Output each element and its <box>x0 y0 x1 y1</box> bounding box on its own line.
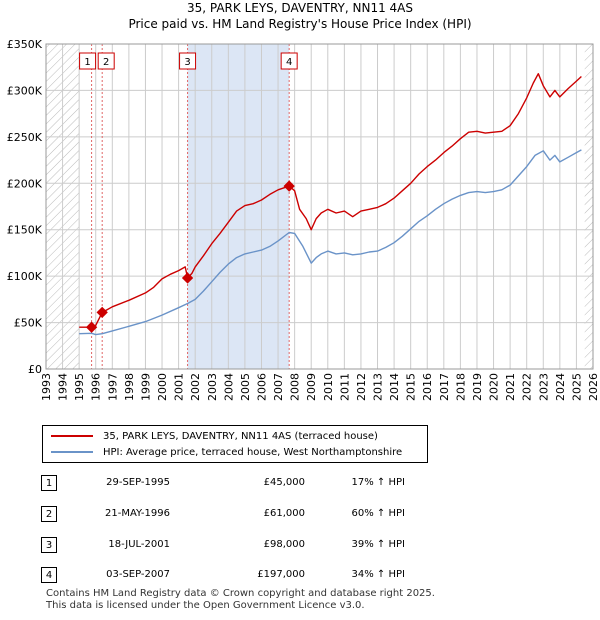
sale-label: 4 <box>286 57 292 68</box>
x-tick-label: 2002 <box>189 373 202 401</box>
sale-label: 2 <box>103 57 109 68</box>
plot-frame <box>45 43 594 370</box>
transaction-hpi: 39% ↑ HPI <box>351 539 405 550</box>
legend-swatch-property <box>51 435 93 437</box>
sale-point <box>96 306 108 319</box>
x-tick-label: 2009 <box>305 373 318 401</box>
transaction-date: 21-MAY-1996 <box>104 508 170 519</box>
sale-label: 3 <box>184 57 190 68</box>
x-tick-label: 2003 <box>206 373 219 401</box>
transaction-date: 18-JUL-2001 <box>108 539 170 550</box>
x-tick-label: 2011 <box>338 373 351 401</box>
x-tick-label: 2018 <box>454 373 467 401</box>
x-tick-label: 2022 <box>521 373 534 401</box>
x-tick-label: 2012 <box>355 373 368 401</box>
x-tick-label: 2026 <box>587 373 600 401</box>
y-tick-label: £150K <box>7 224 43 237</box>
x-tick-label: 2015 <box>405 373 418 401</box>
y-tick-label: £300K <box>7 84 43 97</box>
transaction-hpi: 60% ↑ HPI <box>351 508 405 519</box>
x-tick-label: 2004 <box>222 373 235 401</box>
chart-title: 35, PARK LEYS, DAVENTRY, NN11 4AS <box>186 1 414 15</box>
legend: 35, PARK LEYS, DAVENTRY, NN11 4AS (terra… <box>42 425 428 463</box>
transaction-price: £45,000 <box>263 477 305 488</box>
x-tick-label: 2023 <box>537 373 550 401</box>
x-tick-label: 2021 <box>504 373 517 401</box>
x-tick-label: 2017 <box>438 373 451 401</box>
transaction-number: 1 <box>41 475 57 491</box>
sale-label: 1 <box>84 57 90 68</box>
transaction-number: 2 <box>41 506 57 522</box>
sale-point <box>181 272 194 284</box>
sale-label-box <box>97 52 115 70</box>
x-tick-label: 2008 <box>289 373 302 401</box>
x-tick-label: 2019 <box>471 373 484 401</box>
legend-swatch-hpi <box>51 451 93 453</box>
transaction-hpi: 17% ↑ HPI <box>351 477 405 488</box>
transaction-price: £61,000 <box>263 508 305 519</box>
y-tick-label: £350K <box>7 38 43 51</box>
chart-subtitle: Price paid vs. HM Land Registry's House … <box>128 17 472 31</box>
x-tick-label: 2005 <box>239 373 252 401</box>
x-tick-label: 2010 <box>322 373 335 401</box>
legend-label-property: 35, PARK LEYS, DAVENTRY, NN11 4AS (terra… <box>103 430 378 442</box>
shaded-region <box>187 44 290 369</box>
sale-label-box <box>79 52 97 70</box>
x-tick-label: 1998 <box>123 373 136 401</box>
y-tick-label: £50K <box>14 317 43 330</box>
x-tick-label: 1994 <box>57 373 70 401</box>
legend-label-hpi: HPI: Average price, terraced house, West… <box>103 446 403 458</box>
x-tick-label: 2000 <box>156 373 169 401</box>
transaction-date: 03-SEP-2007 <box>106 569 170 580</box>
legend-item-property: 35, PARK LEYS, DAVENTRY, NN11 4AS (terra… <box>51 429 378 443</box>
sale-point <box>283 180 295 192</box>
x-tick-label: 2013 <box>372 373 385 401</box>
transaction-price: £197,000 <box>257 569 305 580</box>
x-tick-label: 1997 <box>106 373 119 401</box>
x-tick-label: 2025 <box>570 373 583 401</box>
footer-copyright: Contains HM Land Registry data © Crown c… <box>46 588 435 599</box>
y-tick-label: £0 <box>28 363 42 376</box>
transaction-date: 29-SEP-1995 <box>106 477 170 488</box>
transaction-number: 4 <box>41 567 57 583</box>
x-tick-label: 1993 <box>40 373 53 401</box>
x-tick-label: 1996 <box>90 373 103 401</box>
y-tick-label: £100K <box>7 270 43 283</box>
y-tick-label: £200K <box>7 177 43 190</box>
x-tick-label: 2001 <box>173 373 186 401</box>
y-tick-label: £250K <box>7 131 43 144</box>
x-tick-label: 1999 <box>139 373 152 401</box>
x-tick-label: 2014 <box>388 373 401 401</box>
x-tick-label: 2007 <box>272 373 285 401</box>
footer-licence: This data is licensed under the Open Gov… <box>46 600 365 611</box>
transaction-price: £98,000 <box>263 539 305 550</box>
hatched-region <box>584 44 593 369</box>
footer: Contains HM Land Registry data © Crown c… <box>46 588 435 612</box>
transaction-hpi: 34% ↑ HPI <box>351 569 405 580</box>
transaction-number: 3 <box>41 537 57 553</box>
x-tick-label: 2016 <box>421 373 434 401</box>
price-chart: £0 £50K £100K £150K £200K £250K £300K £350K 1993… <box>7 38 600 401</box>
hpi-line <box>79 149 582 336</box>
sale-label-box <box>179 52 197 70</box>
x-tick-label: 1995 <box>73 373 86 401</box>
x-tick-label: 2024 <box>554 373 567 401</box>
legend-item-hpi: HPI: Average price, terraced house, West… <box>51 445 402 459</box>
property-price-line <box>79 73 582 328</box>
x-tick-label: 2006 <box>255 373 268 401</box>
x-tick-label: 2020 <box>488 373 501 401</box>
sale-label-box <box>280 52 298 70</box>
